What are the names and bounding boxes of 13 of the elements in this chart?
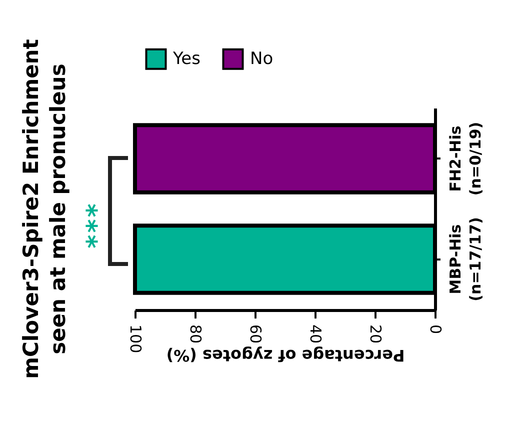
x-tick-label: 20 bbox=[366, 324, 384, 344]
x-tick-label: 100 bbox=[126, 324, 144, 354]
y-tick-label: MBP-His (n=17/17) bbox=[446, 217, 484, 302]
x-tick-label: 60 bbox=[246, 324, 264, 344]
legend-label: Yes bbox=[172, 49, 201, 70]
text: mClover3-Spire2 Enrichment seen at male pronucleus bbox=[19, 39, 70, 379]
x-tick-label: 40 bbox=[306, 324, 324, 344]
x-axis-title: Percentage of zygotes (%) bbox=[166, 346, 405, 366]
text: *** bbox=[82, 200, 112, 250]
y-tick-label: FH2-His (n=0/19) bbox=[446, 122, 484, 196]
x-tick-label: 0 bbox=[426, 324, 444, 334]
legend-label: No bbox=[250, 49, 274, 70]
x-tick-label: 80 bbox=[186, 324, 204, 344]
